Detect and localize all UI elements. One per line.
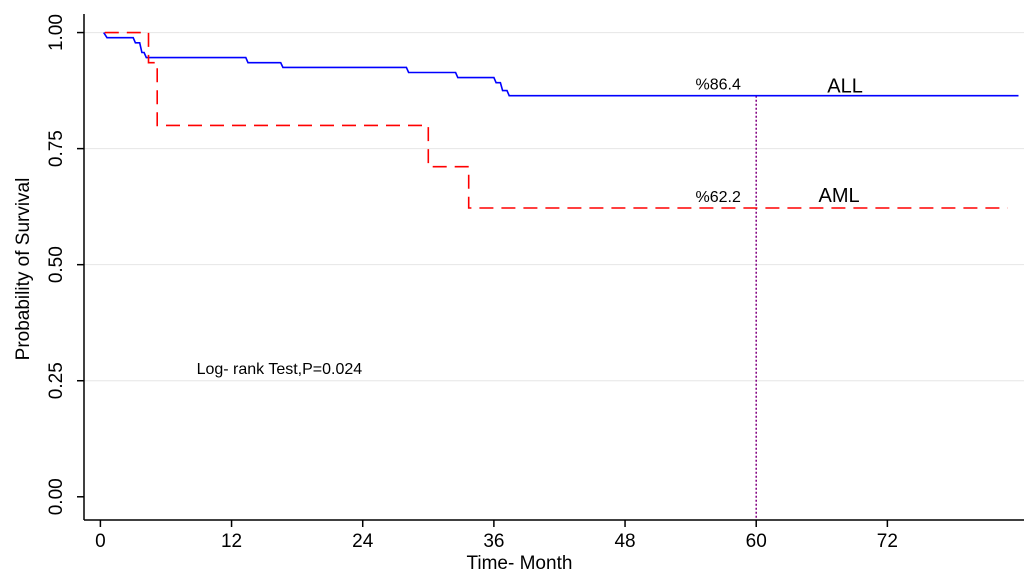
annotation-all: ALL (827, 76, 863, 98)
series-group (103, 31, 1019, 209)
y-tick-label-0-75: 0.75 (46, 130, 67, 167)
x-tick-label-48: 48 (614, 531, 635, 552)
y-tick-label-0-25: 0.25 (46, 362, 67, 399)
y-tick-label-0-00: 0.00 (46, 478, 67, 515)
x-tick-label-72: 72 (877, 531, 898, 552)
annotation-log-rank-test-p-0-024: Log- rank Test,P=0.024 (197, 361, 363, 378)
y-tick-label-0-50: 0.50 (46, 246, 67, 283)
annotations-group: %86.4 ALL %62.2 AML Log- rank Test,P=0.024 (197, 76, 863, 378)
annotation-aml: AML (819, 185, 860, 207)
annotation-62-2: %62.2 (696, 189, 741, 206)
y-tick-label-1-00: 1.00 (46, 14, 67, 51)
x-tick-label-60: 60 (746, 531, 767, 552)
series-line-aml (104, 31, 1008, 209)
gridlines (84, 32, 1024, 382)
x-tick-label-24: 24 (352, 531, 374, 552)
series-line-all (103, 32, 1019, 97)
axes-group (83, 14, 1024, 521)
x-ticks: 0 12 24 36 48 60 72 (95, 520, 898, 552)
annotation-86-4: %86.4 (696, 77, 741, 94)
y-ticks: 0.00 0.25 0.50 0.75 1.00 (46, 14, 84, 515)
x-axis-title: Time- Month (466, 553, 572, 574)
x-tick-label-0: 0 (95, 531, 106, 552)
x-tick-label-36: 36 (483, 531, 504, 552)
y-axis-title: Probability of Survival (13, 178, 34, 361)
x-tick-label-12: 12 (221, 531, 242, 552)
